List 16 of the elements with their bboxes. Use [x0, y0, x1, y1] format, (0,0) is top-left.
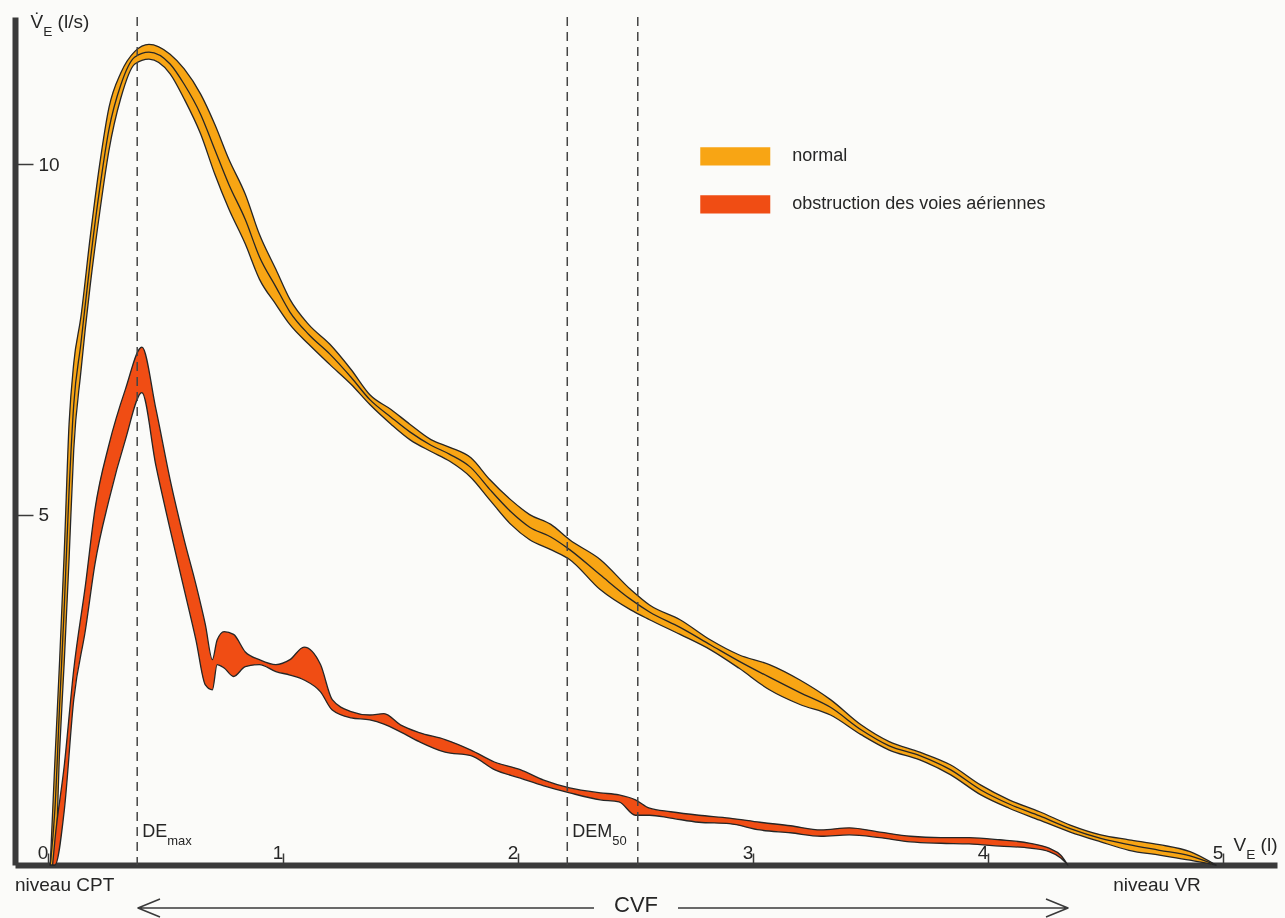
text: CVF: [614, 892, 658, 917]
y-tick-label: 10: [38, 153, 60, 175]
ref-line-label: DEM$_{50}$: [572, 821, 627, 848]
text: niveau VR: [1113, 874, 1201, 895]
y-axis-title: V̇$_{E}$ (l/s): [30, 10, 90, 38]
x-tick-label: 2: [507, 841, 519, 863]
ref-line-label: DE$_{max}$: [142, 821, 193, 848]
x-tick-label: 5: [1212, 841, 1224, 863]
x-tick-label: 3: [742, 841, 754, 863]
legend-label: obstruction des voies aériennes: [792, 193, 1046, 214]
legend-label: normal: [792, 145, 848, 166]
x-axis-title: V$_{E}$ (l): [1233, 833, 1278, 861]
x-tick-label: 4: [977, 841, 989, 863]
text: niveau CPT: [15, 874, 115, 895]
x-tick-label: 0: [37, 841, 49, 863]
x-tick-label: 1: [272, 841, 284, 863]
